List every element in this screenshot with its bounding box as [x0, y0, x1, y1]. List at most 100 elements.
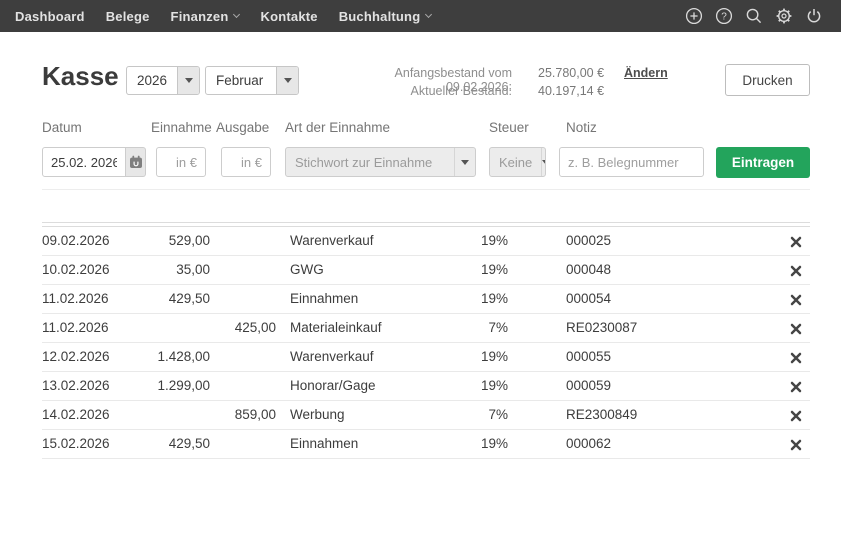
nav-label: Buchhaltung [338, 8, 421, 24]
month-select-value: Februar [216, 73, 264, 88]
delete-row-icon[interactable] [788, 321, 804, 337]
type-column-label: Art der Einnahme [285, 120, 391, 135]
cell-income: 429,50 [168, 291, 210, 306]
delete-row-icon[interactable] [788, 234, 804, 250]
month-select[interactable]: Februar [205, 66, 299, 95]
cell-type: Einnahmen [290, 436, 359, 451]
cell-type: Materialeinkauf [290, 320, 382, 335]
nav-label: Kontakte [260, 8, 318, 24]
type-combobox[interactable]: Stichwort zur Einnahme [285, 147, 476, 177]
tax-select-value: Keine [499, 154, 533, 170]
cell-note: 000048 [566, 262, 612, 277]
cell-tax: 19% [480, 349, 508, 364]
nav-menu: Dashboard Belege Finanzen Kontakte Buchh… [15, 8, 433, 24]
nav-label: Dashboard [15, 8, 85, 24]
expense-column-label: Ausgabe [216, 120, 270, 135]
gear-icon[interactable] [775, 7, 793, 25]
nav-label: Belege [105, 8, 150, 24]
table-row: 11.02.2026 429,50 Einnahmen 19% 000054 [42, 285, 810, 314]
cell-tax: 19% [480, 262, 508, 277]
note-input[interactable] [559, 147, 704, 177]
nav-item-finanzen[interactable]: Finanzen [170, 8, 241, 24]
cell-tax: 7% [488, 320, 508, 335]
cell-date: 11.02.2026 [42, 320, 109, 335]
type-combobox-placeholder: Stichwort zur Einnahme [295, 154, 433, 170]
table-row: 14.02.2026 859,00 Werbung 7% RE2300849 [42, 401, 810, 430]
nav-item-buchhaltung[interactable]: Buchhaltung [338, 8, 433, 24]
date-input[interactable] [42, 147, 126, 177]
nav-item-belege[interactable]: Belege [106, 9, 150, 24]
submit-entry-button[interactable]: Eintragen [716, 147, 810, 178]
table-row: 10.02.2026 35,00 GWG 19% 000048 [42, 256, 810, 285]
calendar-icon[interactable] [126, 147, 146, 177]
income-column-label: Einnahme [151, 120, 212, 135]
expense-input[interactable] [221, 147, 271, 177]
search-icon[interactable] [745, 7, 763, 25]
page-title: Kasse [42, 61, 119, 91]
delete-row-icon[interactable] [788, 350, 804, 366]
print-button[interactable]: Drucken [725, 64, 810, 96]
cell-date: 09.02.2026 [42, 233, 110, 248]
cell-note: 000055 [566, 349, 612, 364]
opening-balance-label: Anfangsbestand vom 09.02.2026: [394, 66, 512, 94]
cell-type: Warenverkauf [290, 233, 374, 248]
dropdown-arrow-icon [541, 148, 545, 176]
help-circle-icon[interactable]: ? [715, 7, 733, 25]
power-icon[interactable] [805, 7, 823, 25]
delete-row-icon[interactable] [788, 263, 804, 279]
cell-tax: 19% [480, 291, 508, 306]
nav-label: Finanzen [170, 8, 229, 24]
year-select[interactable]: 2026 [126, 66, 201, 95]
tax-column-label: Steuer [489, 120, 529, 135]
current-balance-value: 40.197,14 € [538, 84, 605, 98]
income-input[interactable] [156, 147, 206, 177]
delete-row-icon[interactable] [788, 408, 804, 424]
cell-date: 13.02.2026 [42, 378, 110, 393]
cell-date: 11.02.2026 [42, 291, 109, 306]
cell-income: 35,00 [176, 262, 210, 277]
cell-type: Werbung [290, 407, 345, 422]
table-row: 11.02.2026 425,00 Materialeinkauf 7% RE0… [42, 314, 810, 343]
dropdown-arrow-icon [177, 67, 200, 94]
cell-date: 12.02.2026 [42, 349, 110, 364]
delete-row-icon[interactable] [788, 292, 804, 308]
balance-summary: Anfangsbestand vom 09.02.2026: 25.780,00… [340, 66, 668, 102]
cell-note: 000025 [566, 233, 612, 248]
nav-icon-group: ? [685, 7, 823, 25]
nav-item-dashboard[interactable]: Dashboard [15, 9, 85, 24]
cell-note: 000059 [566, 378, 612, 393]
cell-type: Warenverkauf [290, 349, 374, 364]
chevron-down-icon [233, 10, 241, 19]
delete-row-icon[interactable] [788, 379, 804, 395]
svg-text:?: ? [721, 12, 727, 23]
section-divider [42, 189, 810, 190]
opening-balance-value: 25.780,00 € [538, 66, 605, 80]
delete-row-icon[interactable] [788, 437, 804, 453]
date-field-group [42, 147, 146, 177]
cell-tax: 19% [480, 436, 508, 451]
ledger-table: 09.02.2026 529,00 Warenverkauf 19% 00002… [42, 222, 810, 459]
table-row: 09.02.2026 529,00 Warenverkauf 19% 00002… [42, 227, 810, 256]
dropdown-arrow-icon [454, 148, 475, 176]
tax-select[interactable]: Keine [489, 147, 546, 177]
table-row: 12.02.2026 1.428,00 Warenverkauf 19% 000… [42, 343, 810, 372]
current-balance-label: Aktueller Bestand: [410, 84, 512, 98]
nav-item-kontakte[interactable]: Kontakte [260, 9, 317, 24]
cell-expense: 859,00 [234, 407, 276, 422]
cell-date: 14.02.2026 [42, 407, 110, 422]
cell-note: 000062 [566, 436, 612, 451]
table-row: 15.02.2026 429,50 Einnahmen 19% 000062 [42, 430, 810, 459]
cell-date: 15.02.2026 [42, 436, 110, 451]
chevron-down-icon [425, 10, 433, 19]
cell-income: 1.428,00 [157, 349, 210, 364]
cell-tax: 19% [480, 378, 508, 393]
plus-circle-icon[interactable] [685, 7, 703, 25]
year-select-value: 2026 [137, 73, 168, 88]
note-column-label: Notiz [566, 120, 597, 135]
top-nav: Dashboard Belege Finanzen Kontakte Buchh… [0, 0, 841, 32]
date-column-label: Datum [42, 120, 82, 135]
cell-tax: 7% [488, 407, 508, 422]
change-balance-link[interactable]: Ändern [624, 66, 668, 80]
dropdown-arrow-icon [276, 67, 298, 94]
